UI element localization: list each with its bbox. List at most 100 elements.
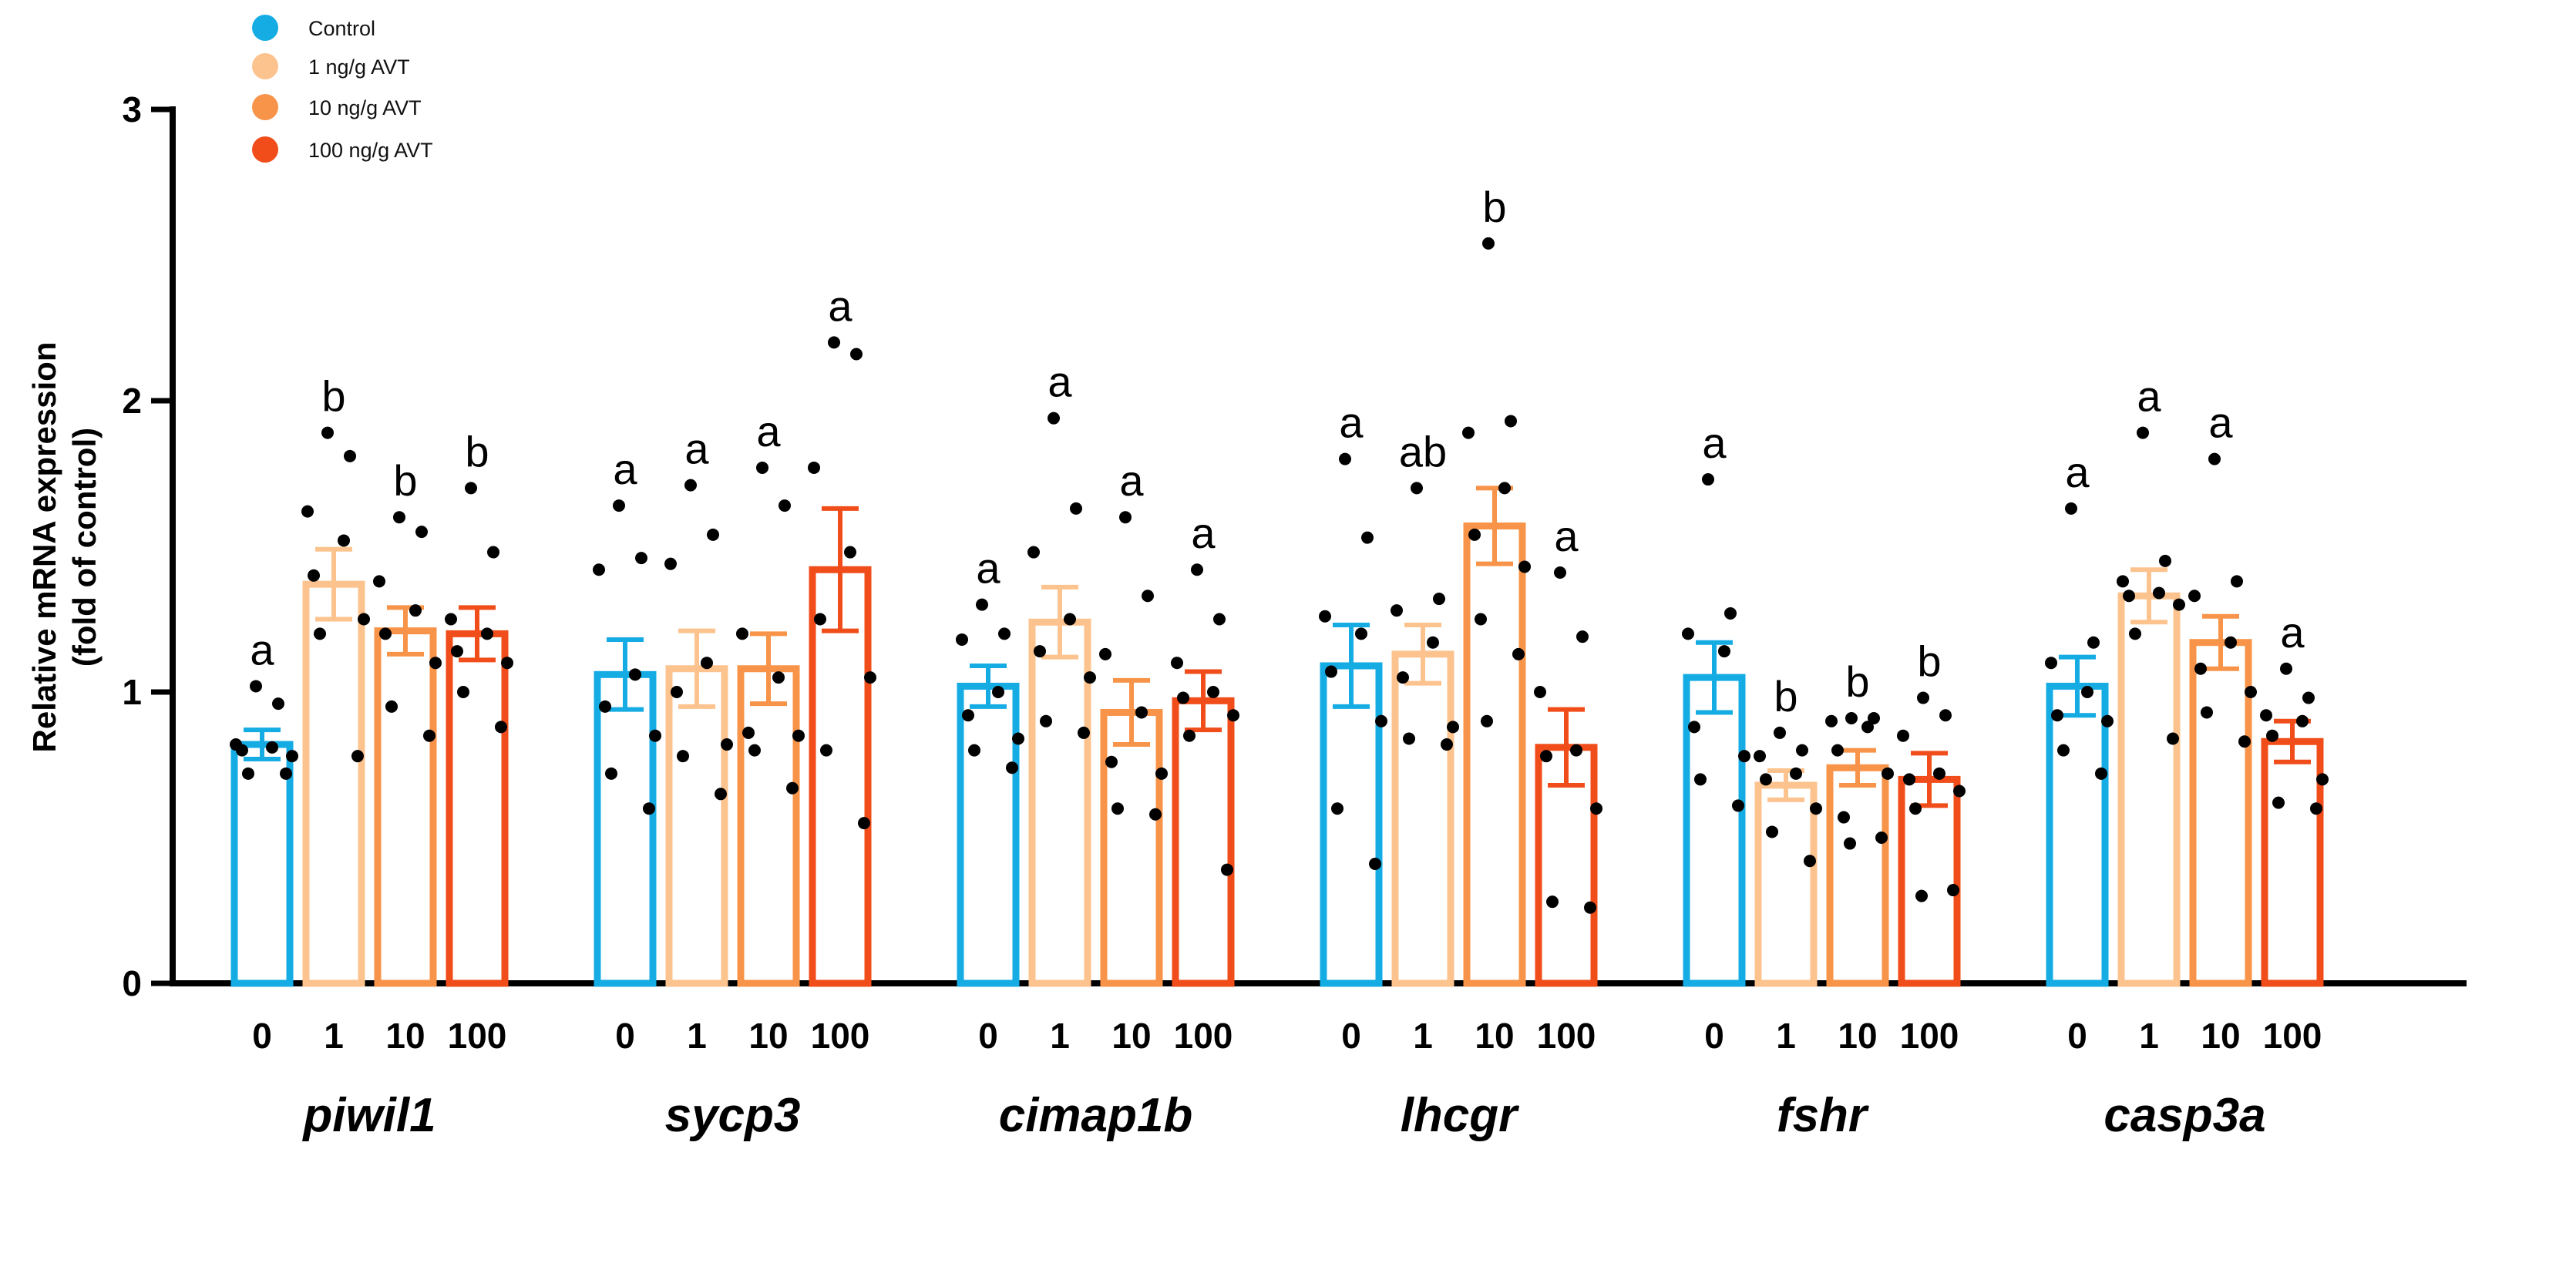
significance-letter: a [1339,398,1364,447]
data-point [1221,863,1233,876]
data-point [250,680,262,693]
bar-lhcgr-0 [1320,662,1383,987]
data-point [1831,744,1844,757]
data-point [308,569,320,582]
data-point [593,563,605,576]
data-point [684,479,697,492]
data-point [779,499,791,512]
significance-letter: b [1774,672,1797,721]
data-point [2137,426,2149,439]
x-tick-label: 1 [687,1016,707,1056]
data-point [373,575,385,588]
legend-marker-0 [252,15,278,41]
data-point [1427,636,1439,649]
gene-group-casp3a: a 0 a 1 a 10 a 100 casp3a [2045,372,2329,1142]
data-point [1319,610,1331,623]
data-point [1810,802,1822,815]
gene-label-fshr: fshr [1777,1089,1869,1142]
data-point [2238,735,2251,748]
data-point [599,700,611,713]
data-point [1369,858,1381,871]
data-point [2188,590,2201,603]
data-point [1177,691,1189,704]
x-tick-label: 10 [385,1016,425,1056]
data-point [1411,482,1423,495]
data-point [487,546,499,559]
gene-label-lhcgr: lhcgr [1401,1089,1519,1142]
data-point [1903,773,1915,786]
data-point [1397,671,1409,684]
bar-cimap1b-0 [957,682,1020,987]
data-point [1590,802,1602,815]
significance-letter: a [756,407,781,455]
data-point [1119,511,1132,524]
significance-letter: a [250,625,274,674]
data-point [1462,426,1475,439]
data-point [379,627,392,640]
significance-letter: a [976,544,1000,593]
data-point [1149,808,1162,821]
data-point [1804,855,1816,868]
data-point [701,657,713,670]
significance-letter: a [2280,608,2305,657]
data-point [451,645,463,658]
data-point [1738,750,1750,763]
significance-letter: a [828,281,853,330]
data-point [1040,714,1052,727]
data-point [1796,744,1808,757]
data-point [1331,802,1343,815]
data-point [2081,686,2093,698]
data-point [864,671,876,684]
data-point [2225,636,2237,649]
legend: Control 1 ng/g AVT 10 ng/g AVT 100 ng/g AVT [252,15,433,163]
bar-piwil1-100 [446,630,509,987]
data-point [844,546,856,559]
data-point [736,627,748,640]
data-point [1027,546,1040,559]
data-point [1760,773,1772,786]
data-point [445,613,457,626]
data-point [1917,691,1929,704]
data-point [858,817,870,830]
significance-letter: a [1191,509,1216,557]
data-point [2087,636,2100,649]
data-point [1447,721,1459,734]
data-point [1688,721,1700,734]
data-point [1540,750,1552,763]
data-point [1048,412,1060,425]
gene-label-cimap1b: cimap1b [999,1089,1193,1142]
data-point [344,449,356,462]
data-point [1213,613,1226,626]
data-point [605,767,617,780]
data-point [2201,706,2213,719]
legend-label-3: 100 ng/g AVT [308,139,433,162]
data-point [2045,657,2057,670]
data-point [2194,662,2207,675]
data-point [495,721,507,734]
data-point [280,767,292,780]
bar-cimap1b-100 [1172,697,1235,987]
y-axis-label-line1: Relative mRNA expression [26,342,62,753]
x-tick-label: 1 [324,1016,344,1056]
x-tick-label: 10 [1475,1016,1514,1056]
x-tick-label: 10 [748,1016,788,1056]
legend-marker-2 [252,94,278,120]
data-point [1915,889,1928,902]
data-point [707,528,719,541]
bar-cimap1b-10 [1100,708,1163,987]
data-point [2266,729,2278,742]
data-point [2245,686,2257,698]
x-tick-label: 10 [2201,1016,2240,1056]
data-point [1375,714,1387,727]
x-tick-label: 100 [2263,1016,2322,1056]
bar-casp3a-1 [2117,592,2181,987]
x-tick-label: 100 [811,1016,870,1056]
data-point [1682,627,1694,640]
data-point [2316,773,2329,786]
data-point [756,461,768,474]
data-point [2057,744,2070,757]
significance-letter: a [2208,398,2233,447]
data-point [409,604,422,617]
data-point [677,750,689,763]
data-point [351,750,364,763]
